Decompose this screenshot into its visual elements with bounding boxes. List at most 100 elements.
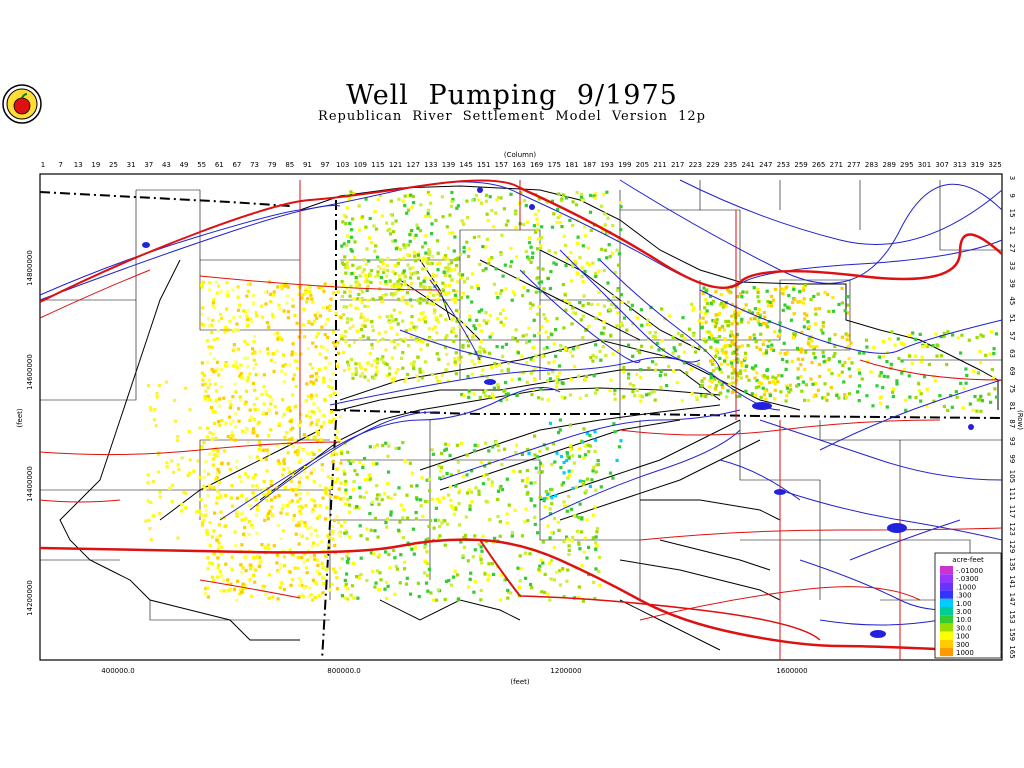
pumping-cell bbox=[381, 337, 385, 341]
pumping-cell bbox=[655, 341, 659, 345]
pumping-cell bbox=[763, 315, 767, 319]
pumping-cell bbox=[496, 317, 500, 321]
pumping-cell bbox=[377, 553, 381, 557]
pumping-cell bbox=[730, 322, 734, 326]
pumping-cell bbox=[233, 530, 237, 534]
pumping-cell bbox=[312, 381, 316, 385]
pumping-cell bbox=[648, 331, 652, 335]
pumping-cell bbox=[514, 226, 518, 230]
pumping-cell bbox=[497, 195, 501, 200]
pumping-cell bbox=[461, 273, 465, 277]
pumping-cell bbox=[257, 565, 261, 569]
pumping-cell bbox=[496, 385, 500, 389]
pumping-cell bbox=[375, 357, 380, 361]
pumping-cell bbox=[865, 345, 869, 349]
pumping-cell bbox=[330, 410, 334, 414]
pumping-cell bbox=[249, 317, 253, 322]
pumping-cell bbox=[286, 285, 290, 289]
pumping-cell bbox=[744, 389, 748, 393]
pumping-cell bbox=[920, 355, 924, 359]
pumping-cell bbox=[353, 255, 357, 260]
pumping-cell bbox=[594, 355, 598, 359]
pumping-cell bbox=[562, 460, 566, 465]
pumping-cell bbox=[499, 252, 503, 257]
pumping-cell bbox=[994, 332, 999, 336]
pumping-cell bbox=[455, 290, 459, 294]
pumping-cell bbox=[741, 290, 745, 294]
pumping-cell bbox=[795, 384, 799, 388]
pumping-cell bbox=[781, 308, 785, 312]
pumping-cell bbox=[533, 481, 537, 485]
pumping-cell bbox=[559, 466, 563, 470]
pumping-cell bbox=[284, 372, 288, 376]
pumping-cell bbox=[950, 405, 954, 409]
pumping-cell bbox=[311, 410, 315, 414]
pumping-cell bbox=[394, 285, 398, 289]
pumping-cell bbox=[275, 561, 279, 565]
pumping-cell bbox=[380, 357, 384, 361]
row-tick-labels: 3915212733394551576369758187939910511111… bbox=[1008, 176, 1016, 659]
pumping-cell bbox=[385, 283, 389, 287]
pumping-cell bbox=[520, 452, 524, 456]
pumping-cell bbox=[496, 383, 500, 387]
pumping-cell bbox=[200, 361, 204, 365]
pumping-cell bbox=[386, 584, 390, 588]
pumping-cell bbox=[369, 280, 373, 284]
pumping-cell bbox=[312, 480, 316, 484]
pumping-cell bbox=[435, 497, 440, 501]
pumping-cell bbox=[885, 360, 889, 364]
pumping-cell bbox=[270, 498, 274, 502]
pumping-cell bbox=[313, 557, 317, 561]
pumping-cell bbox=[537, 396, 541, 400]
pumping-cell bbox=[313, 313, 317, 317]
pumping-cell bbox=[742, 358, 747, 362]
column-tick-label: 289 bbox=[883, 161, 896, 169]
pumping-cell bbox=[198, 426, 202, 430]
pumping-cell bbox=[266, 347, 270, 351]
pumping-cell bbox=[536, 531, 540, 535]
pumping-cell bbox=[423, 320, 427, 324]
pumping-cell bbox=[347, 240, 351, 244]
pumping-cell bbox=[364, 277, 369, 281]
pumping-cell bbox=[581, 304, 585, 308]
pumping-cell bbox=[504, 316, 508, 320]
pumping-cell bbox=[992, 347, 996, 351]
pumping-cell bbox=[424, 581, 429, 585]
x-tick-label: 1600000 bbox=[776, 667, 807, 675]
pumping-cell bbox=[203, 382, 207, 386]
pumping-cell bbox=[549, 270, 553, 274]
pumping-cell bbox=[219, 589, 223, 593]
pumping-cell bbox=[339, 449, 343, 453]
pumping-cell bbox=[224, 325, 228, 329]
pumping-cell bbox=[567, 548, 571, 552]
pumping-cell bbox=[346, 497, 350, 501]
pumping-cell bbox=[300, 584, 304, 588]
pumping-cell bbox=[302, 433, 306, 437]
pumping-cell bbox=[222, 396, 226, 400]
pumping-cell bbox=[781, 287, 786, 291]
pumping-cell bbox=[466, 559, 470, 563]
pumping-cell bbox=[740, 344, 744, 348]
pumping-cell bbox=[448, 453, 452, 458]
pumping-cell bbox=[485, 375, 489, 379]
pumping-cell bbox=[538, 449, 542, 453]
pumping-cell bbox=[761, 386, 765, 390]
pumping-cell bbox=[542, 497, 546, 501]
y-tick-label: 14600000 bbox=[26, 354, 34, 390]
pumping-cell bbox=[787, 293, 791, 298]
pumping-cell bbox=[595, 388, 599, 392]
pumping-cell bbox=[774, 376, 778, 380]
pumping-cell bbox=[498, 292, 503, 296]
pumping-cell bbox=[578, 256, 582, 260]
pumping-cell bbox=[349, 235, 354, 239]
pumping-cell bbox=[298, 509, 302, 513]
pumping-cell bbox=[429, 232, 434, 236]
pumping-cell bbox=[840, 335, 844, 339]
pumping-cell bbox=[408, 267, 412, 271]
pumping-cell bbox=[435, 376, 439, 380]
pumping-cell bbox=[409, 484, 413, 488]
pumping-cell bbox=[448, 213, 452, 217]
pumping-cell bbox=[585, 556, 589, 560]
pumping-cell bbox=[329, 378, 333, 382]
